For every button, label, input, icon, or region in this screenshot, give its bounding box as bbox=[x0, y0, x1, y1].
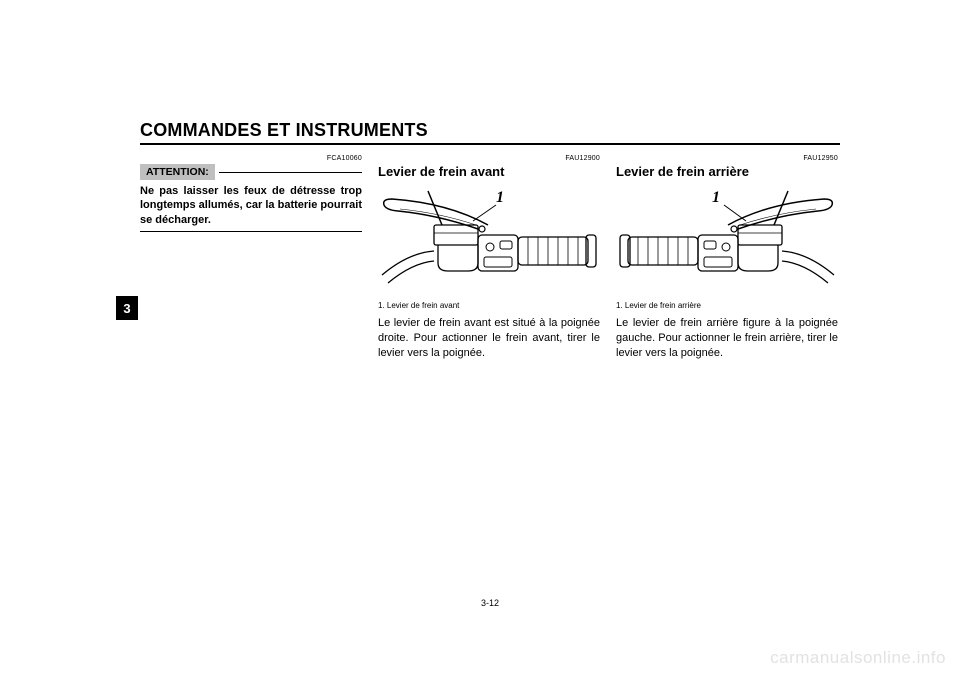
refcode-1: FCA10060 bbox=[140, 155, 362, 162]
section-title: COMMANDES ET INSTRUMENTS bbox=[140, 120, 840, 145]
callout-1-front: 1 bbox=[496, 189, 504, 207]
column-1: FCA10060 ATTENTION: Ne pas laisser les f… bbox=[140, 155, 362, 361]
column-2: FAU12900 Levier de frein avant bbox=[378, 155, 600, 361]
attention-text: Ne pas laisser les feux de détresse trop… bbox=[140, 184, 362, 232]
page-number: 3-12 bbox=[140, 598, 840, 608]
page-content: COMMANDES ET INSTRUMENTS FCA10060 ATTENT… bbox=[140, 120, 840, 620]
heading-front-brake: Levier de frein avant bbox=[378, 164, 600, 179]
callout-1-rear: 1 bbox=[712, 189, 720, 207]
attention-rule bbox=[219, 172, 362, 173]
figure-rear-brake: 1 bbox=[616, 185, 838, 295]
column-3: FAU12950 Levier de frein arrière bbox=[616, 155, 838, 361]
refcode-3: FAU12950 bbox=[616, 155, 838, 162]
chapter-tab: 3 bbox=[116, 296, 138, 320]
attention-label: ATTENTION: bbox=[140, 164, 215, 180]
body-front-brake: Le levier de frein avant est situé à la … bbox=[378, 316, 600, 361]
watermark: carmanualsonline.info bbox=[770, 648, 946, 668]
attention-row: ATTENTION: bbox=[140, 164, 362, 180]
heading-rear-brake: Levier de frein arrière bbox=[616, 164, 838, 179]
refcode-2: FAU12900 bbox=[378, 155, 600, 162]
figure-front-brake: 1 bbox=[378, 185, 600, 295]
caption-front-brake: 1. Levier de frein avant bbox=[378, 301, 600, 310]
body-rear-brake: Le levier de frein arrière figure à la p… bbox=[616, 316, 838, 361]
caption-rear-brake: 1. Levier de frein arrière bbox=[616, 301, 838, 310]
columns: FCA10060 ATTENTION: Ne pas laisser les f… bbox=[140, 155, 840, 361]
